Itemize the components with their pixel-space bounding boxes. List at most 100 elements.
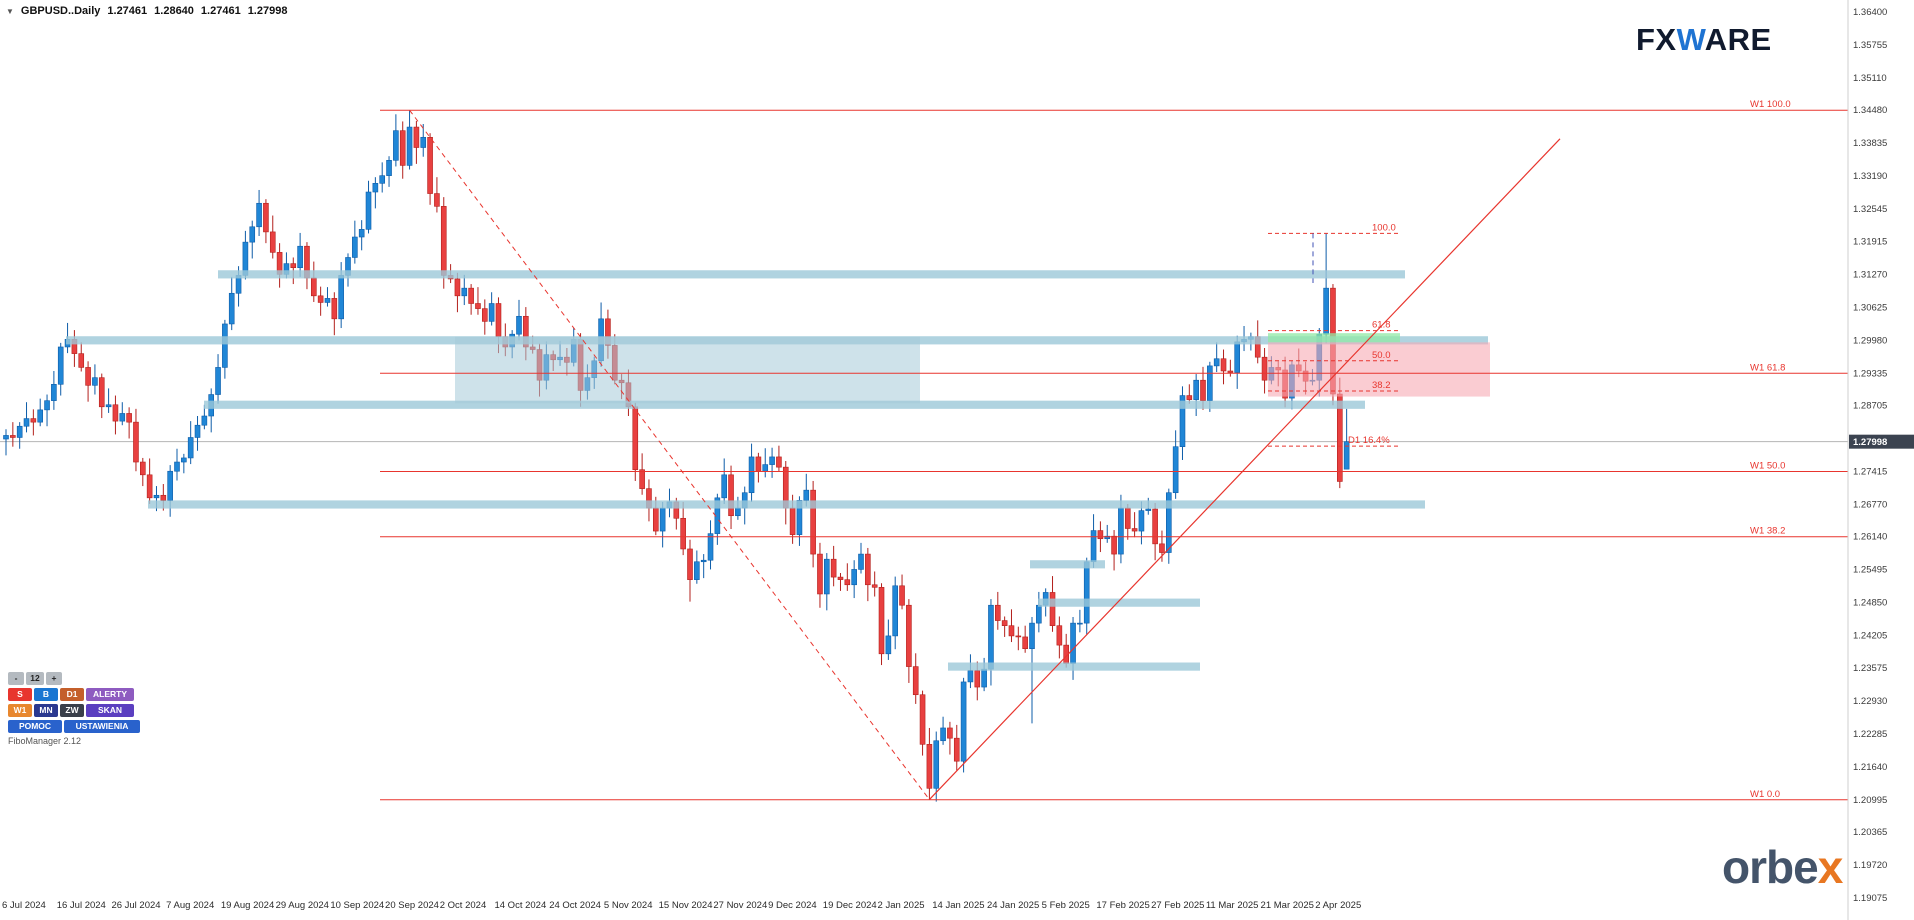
candle-body xyxy=(1077,622,1083,625)
candle-body xyxy=(249,226,256,243)
symbol-quote: ▼ GBPUSD..Daily 1.27461 1.28640 1.27461 … xyxy=(6,5,287,17)
price-axis-label: 1.35110 xyxy=(1853,73,1887,84)
panel-button-w1[interactable]: W1 xyxy=(8,704,32,717)
fxware-logo-fx: FX xyxy=(1636,22,1677,57)
date-axis-label: 20 Sep 2024 xyxy=(385,900,439,911)
panel-button-12[interactable]: 12 xyxy=(26,672,44,685)
date-axis-label: 19 Aug 2024 xyxy=(221,900,274,911)
fib-pink-zone[interactable] xyxy=(1268,342,1490,397)
price-axis-label: 1.30625 xyxy=(1853,302,1887,313)
candle-body xyxy=(475,303,481,309)
candle-body xyxy=(372,183,379,193)
candle-body xyxy=(919,694,926,745)
weekly-fibonacci-label: W1 50.0 xyxy=(1750,460,1785,471)
price-axis-label: 1.19075 xyxy=(1853,893,1887,904)
descending-trendline[interactable] xyxy=(409,109,930,800)
candle-body xyxy=(454,278,461,297)
candle-body xyxy=(769,456,775,465)
candle-body xyxy=(858,553,864,570)
price-axis-label: 1.22285 xyxy=(1853,729,1887,740)
panel-row: POMOC USTAWIENIA xyxy=(8,720,140,733)
consolidation-zone[interactable] xyxy=(455,336,920,404)
candle-body xyxy=(1036,604,1042,624)
price-axis-label: 1.33835 xyxy=(1853,138,1887,149)
date-axis-label: 27 Feb 2025 xyxy=(1151,900,1204,911)
candle-body xyxy=(201,415,208,426)
candle-body xyxy=(317,295,324,303)
candle-body xyxy=(700,559,707,563)
candle-body xyxy=(817,553,823,595)
candle-body xyxy=(51,383,57,401)
candle-body xyxy=(1001,620,1008,626)
supply-band-1-3127[interactable] xyxy=(218,270,1405,279)
candle-body xyxy=(1343,441,1350,470)
candle-body xyxy=(1124,507,1131,529)
candle-body xyxy=(728,474,734,517)
panel-button-+[interactable]: + xyxy=(46,672,62,685)
candle-body xyxy=(1179,395,1186,447)
panel-button--[interactable]: - xyxy=(8,672,24,685)
candle-body xyxy=(735,507,741,517)
price-axis-label: 1.21640 xyxy=(1853,762,1887,773)
panel-button-skan[interactable]: SKAN xyxy=(86,704,134,717)
candle-body xyxy=(1323,287,1329,335)
panel-button-d1[interactable]: D1 xyxy=(60,688,84,701)
panel-button-mn[interactable]: MN xyxy=(34,704,58,717)
candle-body xyxy=(440,206,447,276)
candle-body xyxy=(1152,508,1158,545)
quote-close: 1.27998 xyxy=(247,5,288,17)
candle-body xyxy=(906,604,912,667)
candle-body xyxy=(23,418,30,427)
candle-body xyxy=(406,126,413,166)
daily-fibonacci-label: D1 16.4% xyxy=(1348,435,1390,446)
supply-band-1-2872[interactable] xyxy=(204,400,1365,409)
fxware-logo-w: W xyxy=(1676,22,1705,57)
panel-button-b[interactable]: B xyxy=(34,688,58,701)
candle-body xyxy=(1145,508,1152,511)
candle-body xyxy=(16,425,23,438)
candle-body xyxy=(215,367,221,395)
candle-body xyxy=(57,346,64,385)
price-axis-label: 1.25495 xyxy=(1853,565,1887,576)
panel-button-pomoc[interactable]: POMOC xyxy=(8,720,62,733)
candle-body xyxy=(899,585,905,606)
demand-band-1-2560[interactable] xyxy=(1030,560,1105,569)
date-axis-label: 14 Jan 2025 xyxy=(932,900,984,911)
candle-body xyxy=(133,421,139,463)
candle-body xyxy=(461,287,468,297)
symbol-dropdown-icon[interactable]: ▼ xyxy=(6,6,14,16)
candle-body xyxy=(981,668,987,688)
demand-band-1-2485[interactable] xyxy=(1038,598,1200,607)
panel-button-s[interactable]: S xyxy=(8,688,32,701)
demand-band-1-2677[interactable] xyxy=(148,500,1425,509)
candle-body xyxy=(803,489,810,501)
panel-button-alerty[interactable]: ALERTY xyxy=(86,688,134,701)
candle-body xyxy=(112,404,119,422)
candle-body xyxy=(3,435,9,440)
ascending-trendline[interactable] xyxy=(928,138,1561,800)
candle-body xyxy=(160,494,167,501)
panel-button-ustawienia[interactable]: USTAWIENIA xyxy=(64,720,140,733)
date-axis-label: 2 Jan 2025 xyxy=(878,900,925,911)
fib-green-zone[interactable] xyxy=(1268,333,1400,343)
fxware-logo: FXWARE xyxy=(1636,22,1772,58)
panel-button-zw[interactable]: ZW xyxy=(60,704,84,717)
orbex-logo-x: x xyxy=(1817,841,1844,893)
demand-band-1-2360[interactable] xyxy=(948,662,1200,671)
zoom-controls: -12 + xyxy=(8,672,140,685)
candle-body xyxy=(694,561,700,580)
weekly-fibonacci-label: W1 0.0 xyxy=(1750,789,1780,800)
price-axis-label: 1.20995 xyxy=(1853,795,1887,806)
candle-body xyxy=(1008,625,1015,637)
date-axis-label: 15 Nov 2024 xyxy=(659,900,713,911)
candle-body xyxy=(1022,636,1028,649)
candle-body xyxy=(352,236,358,258)
candle-body xyxy=(488,303,495,322)
price-axis-label: 1.24205 xyxy=(1853,631,1887,642)
price-axis-label: 1.20365 xyxy=(1853,827,1887,838)
price-axis-label: 1.19720 xyxy=(1853,860,1887,871)
candle-body xyxy=(324,298,331,303)
date-axis-label: 27 Nov 2024 xyxy=(713,900,767,911)
